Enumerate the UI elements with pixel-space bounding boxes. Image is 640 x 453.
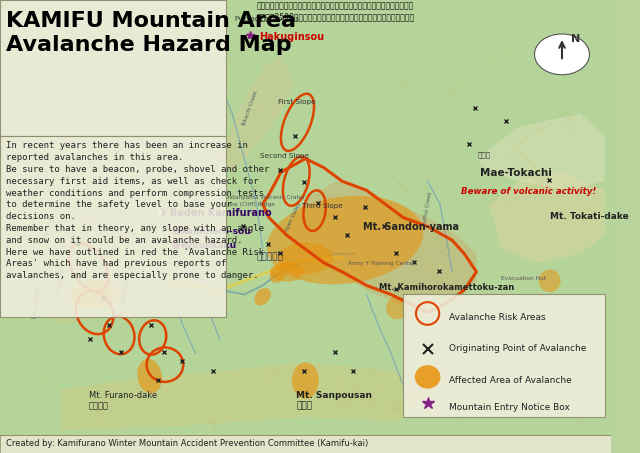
Ellipse shape <box>70 281 119 308</box>
Text: Sandanyama Volcanic Crater: Sandanyama Volcanic Crater <box>220 194 305 200</box>
Text: Army Y Training Center: Army Y Training Center <box>348 261 415 266</box>
Text: Kamihoro-sou: Kamihoro-sou <box>180 227 251 236</box>
Text: Suffso Creek: Suffso Creek <box>422 191 433 226</box>
Text: Evacuation Hut: Evacuation Hut <box>501 276 546 281</box>
Ellipse shape <box>539 270 561 292</box>
Text: In recent years there has been an increase in
reported avalanches in this area.
: In recent years there has been an increa… <box>6 141 269 280</box>
Text: Ryounkaku: Ryounkaku <box>180 241 236 250</box>
Bar <box>0 435 611 453</box>
Text: North Biei Creek: North Biei Creek <box>121 259 136 303</box>
Text: West Ridge: West Ridge <box>32 288 41 319</box>
Text: Kamihoro Creek: Kamihoro Creek <box>138 223 155 266</box>
Text: Baden Kamifurano: Baden Kamifurano <box>170 208 271 218</box>
Ellipse shape <box>386 297 408 319</box>
Ellipse shape <box>415 365 440 389</box>
Text: First Slope: First Slope <box>278 99 316 105</box>
Polygon shape <box>24 204 153 326</box>
Text: KAMIFU Mountain Area
Avalanche Hazard Map: KAMIFU Mountain Area Avalanche Hazard Ma… <box>6 11 296 54</box>
Ellipse shape <box>292 362 319 399</box>
Text: Beware of volcanic activity!: Beware of volcanic activity! <box>461 187 596 196</box>
Ellipse shape <box>254 288 271 305</box>
Text: Mountain Entry Notice Box: Mountain Entry Notice Box <box>449 403 570 412</box>
Ellipse shape <box>138 359 162 393</box>
Text: Camp Ridge: Camp Ridge <box>56 259 67 294</box>
Polygon shape <box>61 362 428 430</box>
Text: Mae-Tokachi: Mae-Tokachi <box>479 168 552 178</box>
Polygon shape <box>287 181 476 308</box>
Text: Mt. Sanpousan
三峰山: Mt. Sanpousan 三峰山 <box>296 391 372 410</box>
Text: Sanke (Cliff) Ridge: Sanke (Cliff) Ridge <box>220 202 275 207</box>
Ellipse shape <box>278 242 333 274</box>
Circle shape <box>534 34 589 75</box>
Text: Hakuginsou: Hakuginsou <box>260 32 324 42</box>
Text: Second Slope: Second Slope <box>260 153 308 159</box>
Text: N: N <box>571 34 580 44</box>
Text: Alpen Valley: Alpen Valley <box>284 201 303 234</box>
Text: Third Slope: Third Slope <box>302 203 343 209</box>
Text: Mt. Furano-dake
富良野岳: Mt. Furano-dake 富良野岳 <box>88 391 157 410</box>
Text: この地形図は平成１５年（国土地理院）の許可を得て、国土地理院で作成の
数値地図2500（地形図）及び詳細地形データにより作成したものです。: この地形図は平成１５年（国土地理院）の許可を得て、国土地理院で作成の 数値地図2… <box>257 1 415 21</box>
Text: Tokachi Creek: Tokachi Creek <box>242 90 259 127</box>
Text: Mt. Kamihorokamettoku-zan: Mt. Kamihorokamettoku-zan <box>379 283 514 292</box>
Ellipse shape <box>267 196 423 284</box>
Text: Created by: Kamifurano Winter Mountain Accident Prevention Committee (Kamifu-kai: Created by: Kamifurano Winter Mountain A… <box>6 439 369 448</box>
Ellipse shape <box>269 265 286 283</box>
Ellipse shape <box>270 262 304 282</box>
Bar <box>0 0 226 136</box>
Bar <box>0 136 226 317</box>
Text: 上富良野町: 上富良野町 <box>257 253 284 262</box>
Text: Pukkage of Springs: Pukkage of Springs <box>235 16 299 22</box>
Text: Biei Creek: Biei Creek <box>42 212 56 241</box>
Polygon shape <box>220 54 293 172</box>
Polygon shape <box>476 113 605 190</box>
Text: Mt. Sandon-yama: Mt. Sandon-yama <box>364 222 460 231</box>
Polygon shape <box>489 172 605 263</box>
Text: Affected Area of Avalanche: Affected Area of Avalanche <box>449 376 572 385</box>
Text: Originating Point of Avalanche: Originating Point of Avalanche <box>449 344 586 353</box>
Text: Mt. Tokati-dake: Mt. Tokati-dake <box>550 212 628 221</box>
Bar <box>403 294 605 417</box>
Text: Avalanche Risk Areas: Avalanche Risk Areas <box>449 313 545 322</box>
Text: 十勝岳: 十勝岳 <box>477 152 491 158</box>
